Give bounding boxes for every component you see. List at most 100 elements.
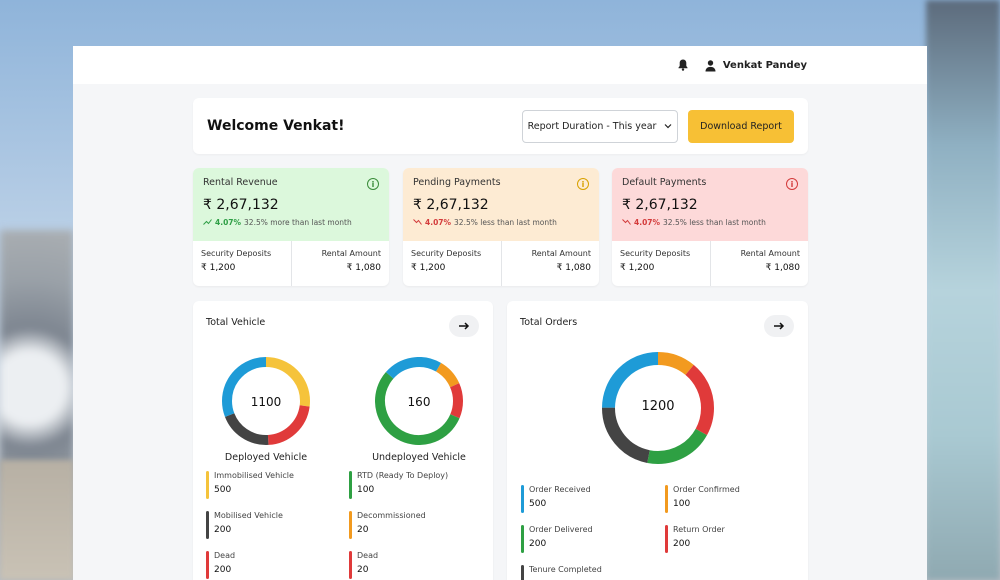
donut-segment <box>602 352 714 464</box>
report-duration-select[interactable]: Report Duration - This year <box>522 109 678 143</box>
legend-name: Decommissioned <box>357 511 426 520</box>
stat-card-right-value: ₹ 1,080 <box>765 263 800 273</box>
stat-card-header: Default Payments i ₹ 2,67,132 4.07% 32.5… <box>612 168 808 241</box>
stat-card-footer: Security Deposits ₹ 1,200 Rental Amount … <box>612 241 808 286</box>
stat-card: Default Payments i ₹ 2,67,132 4.07% 32.5… <box>612 168 808 286</box>
legend-value: 500 <box>529 499 547 509</box>
trend-up-icon <box>203 218 212 227</box>
donut-segment <box>222 357 310 445</box>
stat-card-right-label: Rental Amount <box>531 249 591 258</box>
total-orders-count: 1200 <box>641 399 675 414</box>
stat-card: Pending Payments i ₹ 2,67,132 4.07% 32.5… <box>403 168 599 286</box>
undeployed-vehicle-label: Undeployed Vehicle <box>372 452 466 463</box>
stat-card-right-value: ₹ 1,080 <box>556 263 591 273</box>
top-bar: Venkat Pandey <box>73 46 927 84</box>
legend-item: Tenure Completed <box>521 565 602 580</box>
user-menu[interactable]: Venkat Pandey <box>704 59 807 72</box>
background-blur-right <box>926 0 1000 580</box>
welcome-title: Welcome Venkat! <box>207 118 345 134</box>
legend-item: Immobilised Vehicle 500 <box>206 471 294 499</box>
info-icon[interactable]: i <box>367 178 379 190</box>
legend-name: Order Confirmed <box>673 485 740 494</box>
legend-name: Dead <box>214 551 236 560</box>
legend-name: Return Order <box>673 525 725 534</box>
total-orders-arrow-button[interactable] <box>764 315 794 337</box>
stat-card-change: 4.07% 32.5% less than last month <box>622 218 798 227</box>
legend-item: RTD (Ready To Deploy) 100 <box>349 471 448 499</box>
stat-card-left-value: ₹ 1,200 <box>411 263 446 273</box>
stat-card-amount: ₹ 2,67,132 <box>203 197 279 213</box>
total-vehicle-arrow-button[interactable] <box>449 315 479 337</box>
stat-card: Rental Revenue i ₹ 2,67,132 4.07% 32.5% … <box>193 168 389 286</box>
stat-card-change-text: 32.5% more than last month <box>244 218 352 227</box>
stat-card-right-metric: Rental Amount ₹ 1,080 <box>502 241 600 286</box>
legend-name: Dead <box>357 551 379 560</box>
stat-card-percent: 4.07% <box>634 218 661 227</box>
legend-item: Dead 20 <box>349 551 379 579</box>
trend-down-icon <box>413 218 422 227</box>
legend-item: Order Received 500 <box>521 485 591 513</box>
stat-card-left-metric: Security Deposits ₹ 1,200 <box>612 241 711 286</box>
stat-card-left-metric: Security Deposits ₹ 1,200 <box>193 241 292 286</box>
user-icon <box>704 59 717 72</box>
stat-card-right-metric: Rental Amount ₹ 1,080 <box>711 241 809 286</box>
legend-value: 20 <box>357 565 369 575</box>
legend-color-bar <box>665 525 668 553</box>
total-vehicle-panel: Total Vehicle 1100 Deployed Vehicle 160 … <box>193 301 493 580</box>
total-vehicle-title: Total Vehicle <box>206 317 266 328</box>
legend-item: Mobilised Vehicle 200 <box>206 511 283 539</box>
stat-card-header: Rental Revenue i ₹ 2,67,132 4.07% 32.5% … <box>193 168 389 241</box>
legend-value: 100 <box>673 499 691 509</box>
info-icon[interactable]: i <box>786 178 798 190</box>
stat-card-left-label: Security Deposits <box>620 249 691 258</box>
legend-value: 200 <box>529 539 547 549</box>
stat-card-percent: 4.07% <box>215 218 242 227</box>
stat-card-right-label: Rental Amount <box>321 249 381 258</box>
download-report-button[interactable]: Download Report <box>688 109 794 143</box>
legend-color-bar <box>349 551 352 579</box>
legend-color-bar <box>521 485 524 513</box>
total-orders-panel: Total Orders 1200 Order Received 500 Ord… <box>507 301 808 580</box>
legend-value: 200 <box>673 539 691 549</box>
legend-color-bar <box>349 471 352 499</box>
legend-name: Tenure Completed <box>529 565 602 574</box>
bell-icon[interactable] <box>676 58 690 72</box>
stat-card-amount: ₹ 2,67,132 <box>622 197 698 213</box>
legend-value: 100 <box>357 485 375 495</box>
legend-color-bar <box>521 525 524 553</box>
stat-card-header: Pending Payments i ₹ 2,67,132 4.07% 32.5… <box>403 168 599 241</box>
legend-item: Dead 200 <box>206 551 236 579</box>
donut-segment <box>375 357 463 445</box>
legend-value: 200 <box>214 525 232 535</box>
stat-card-change-text: 32.5% less than last month <box>454 218 557 227</box>
undeployed-vehicle-donut <box>375 357 463 445</box>
legend-item: Order Confirmed 100 <box>665 485 740 513</box>
total-orders-title: Total Orders <box>520 317 578 328</box>
chevron-down-icon <box>664 121 672 132</box>
stat-card-footer: Security Deposits ₹ 1,200 Rental Amount … <box>403 241 599 286</box>
dashboard-window: Venkat Pandey Welcome Venkat! Report Dur… <box>73 46 927 580</box>
stat-card-title: Default Payments <box>622 177 707 188</box>
stat-card-footer: Security Deposits ₹ 1,200 Rental Amount … <box>193 241 389 286</box>
stat-card-change: 4.07% 32.5% more than last month <box>203 218 379 227</box>
legend-name: Order Delivered <box>529 525 593 534</box>
deployed-vehicle-count: 1100 <box>250 395 282 409</box>
legend-color-bar <box>206 511 209 539</box>
legend-value: 500 <box>214 485 232 495</box>
stat-card-left-label: Security Deposits <box>411 249 482 258</box>
stat-card-right-value: ₹ 1,080 <box>346 263 381 273</box>
info-icon[interactable]: i <box>577 178 589 190</box>
legend-color-bar <box>665 485 668 513</box>
stat-card-left-value: ₹ 1,200 <box>620 263 655 273</box>
legend-item: Decommissioned 20 <box>349 511 426 539</box>
stat-card-title: Rental Revenue <box>203 177 278 188</box>
report-duration-label: Report Duration - This year <box>527 120 657 132</box>
arrow-right-icon <box>459 322 470 330</box>
donut-segment <box>602 352 714 464</box>
legend-name: Order Received <box>529 485 591 494</box>
legend-name: Immobilised Vehicle <box>214 471 294 480</box>
stat-card-left-value: ₹ 1,200 <box>201 263 236 273</box>
stat-card-right-metric: Rental Amount ₹ 1,080 <box>292 241 390 286</box>
donut-segment <box>375 357 463 445</box>
deployed-vehicle-donut <box>222 357 310 445</box>
